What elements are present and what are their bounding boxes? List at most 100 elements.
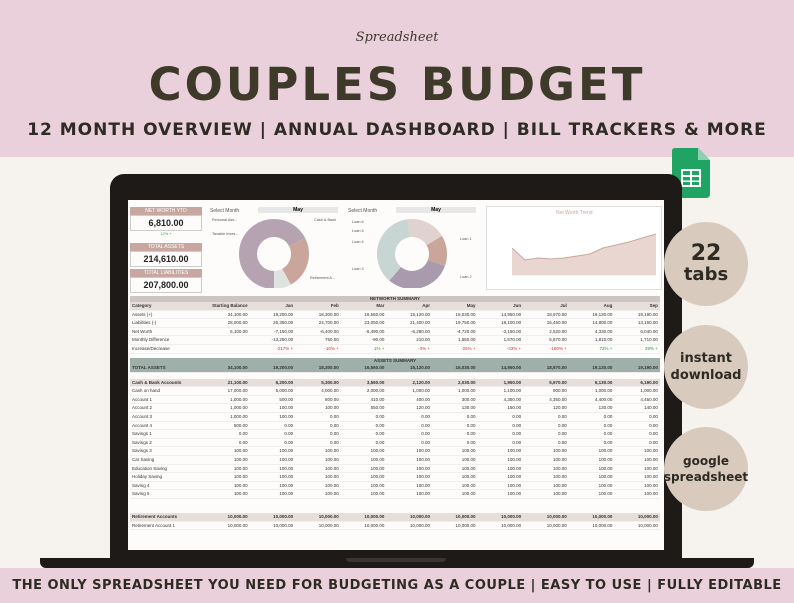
table-cell: 10,000.00 [409, 522, 430, 528]
table-cell: -13,250.00 [271, 337, 294, 343]
table-cell: 6,130.00 [594, 379, 613, 385]
table-cell: 0.00 [421, 439, 430, 445]
table-cell: 100.00 [370, 482, 385, 488]
table-cell: 2,520.00 [549, 328, 567, 334]
table-cell: 100.00 [279, 491, 294, 497]
table-row: Account 1 1,000.00 500.00 600.00 410.00 400.0… [130, 396, 660, 405]
table-row: Cash & Bank Accounts 21,100.00 6,200.00 5,3… [130, 378, 660, 388]
table-cell: 100.00 [598, 491, 613, 497]
table-cell: 100.00 [598, 474, 613, 480]
table-cell: 0.00 [375, 439, 385, 445]
table-cell: 100.00 [461, 448, 476, 454]
table-cell: 18,970.00 [546, 311, 567, 317]
table-cell: 2,000.00 [366, 388, 385, 394]
donut-label: Retirement A... [310, 276, 336, 280]
table-title: NETWORTH SUMMARY [130, 296, 660, 302]
table-cell: Saving 4 [132, 482, 150, 488]
table-cell: 100.00 [233, 456, 248, 462]
table-cell: 100.00 [507, 456, 522, 462]
table-cell: 18,100.00 [501, 320, 522, 326]
table-cell: 100.00 [325, 405, 339, 411]
table-cell: 100.00 [416, 448, 430, 454]
table-row: Net Worth 6,100.00 -7,150.00 -6,400.00 -6,49… [130, 328, 660, 337]
table-cell: 100.00 [279, 465, 294, 471]
table-cell: 14,950.00 [501, 365, 522, 370]
table-cell: Holiday Saving [132, 474, 163, 480]
table-cell: 0.00 [375, 413, 385, 419]
table-cell: 19,190.00 [637, 311, 658, 317]
table-cell: 0.00 [603, 431, 613, 437]
table-cell: 1,810.00 [594, 337, 613, 343]
column-header: Feb [330, 303, 339, 308]
table-cell: Education Saving [132, 465, 168, 471]
kpi-value: 6,810.00 [130, 215, 202, 231]
kpi-total-assets: TOTAL ASSETS 214,610.00 [130, 243, 202, 267]
table-cell: 500.00 [233, 422, 248, 428]
table-cell: 21,100.00 [227, 379, 248, 385]
table-cell: 10,000.00 [501, 522, 522, 528]
footer-banner [0, 568, 794, 603]
column-header: Jul [560, 303, 567, 308]
table-cell: 13,150.00 [637, 320, 658, 326]
page-title: COUPLES BUDGET [148, 58, 646, 111]
trend-title: Net Worth Trend [556, 210, 593, 216]
table-cell: 4,000.00 [321, 388, 339, 394]
table-cell: Assets (+) [132, 311, 153, 317]
table-cell: 72% + [599, 345, 613, 351]
table-row: Account 4 500.00 0.00 0.00 0.00 0.00 0.00 0.00 0… [130, 422, 660, 431]
table-row: Saving 5 100.00 100.00 100.00 100.00 100.00 10… [130, 490, 660, 499]
table-row: Car Saving 100.00 100.00 100.00 100.00 100.00… [130, 456, 660, 465]
donut-label: Taxable Inves... [212, 232, 239, 236]
table-row: Cash on hand 17,000.00 5,000.00 4,000.00 2,0… [130, 387, 660, 396]
month-select[interactable]: May [396, 207, 476, 213]
table-cell: -6,280.00 [410, 328, 430, 334]
table-cell: 0.00 [421, 431, 430, 437]
table-cell: 100.00 [507, 482, 522, 488]
table-cell: -10% + [324, 345, 339, 351]
table-cell: 18,970.00 [546, 365, 567, 370]
table-cell: 100.00 [325, 456, 339, 462]
footer-tagline: THE ONLY SPREADSHEET YOU NEED FOR BUDGET… [12, 578, 782, 593]
table-cell: 100.00 [233, 491, 248, 497]
laptop-notch [346, 558, 446, 562]
table-cell: 6,200.00 [275, 379, 294, 385]
table-cell: -6,490.00 [365, 328, 385, 334]
table-cell: 16,450.00 [546, 320, 567, 326]
table-row: Monthly Difference -13,250.00 750.00 -90.00… [130, 336, 660, 345]
table-cell: 210.00 [416, 337, 430, 343]
table-cell: 1% + [373, 345, 385, 351]
kpi-label: TOTAL LIABILITIES [130, 269, 202, 277]
table-cell: -3% + [418, 345, 430, 351]
table-cell: 10,000.00 [637, 513, 658, 519]
table-cell: 400.00 [416, 396, 430, 402]
table-cell: 0.00 [238, 431, 248, 437]
table-cell: 100.00 [507, 474, 522, 480]
table-row: Education Saving 100.00 100.00 100.00 100.00… [130, 465, 660, 474]
table-cell: 10,000.00 [227, 513, 248, 519]
table-row: Account 2 1,000.00 100.00 100.00 550.00 120.0… [130, 404, 660, 413]
table-cell: 4,400.00 [594, 396, 613, 402]
table-cell: 10,000.00 [637, 522, 658, 528]
badge-line: google [683, 454, 729, 468]
column-header: Category [132, 303, 152, 308]
table-cell: 34,100.00 [227, 311, 248, 317]
table-cell: 100.00 [279, 413, 294, 419]
table-cell: 100.00 [416, 474, 430, 480]
table-cell: 34,100.00 [227, 365, 248, 370]
table-cell: 28,000.00 [227, 320, 248, 326]
table-cell: Account 4 [132, 422, 153, 428]
month-select[interactable]: May [258, 207, 338, 213]
table-cell: 10,000.00 [592, 513, 613, 519]
table-cell: 0.00 [512, 413, 522, 419]
table-cell: 100.00 [416, 456, 430, 462]
table-cell: 15,120.00 [409, 365, 430, 370]
table-cell: 14,950.00 [501, 311, 522, 317]
table-cell: 10,000.00 [592, 522, 613, 528]
table-cell: 3,560.00 [366, 379, 385, 385]
table-cell: 0.00 [330, 422, 339, 428]
kpi-value: 207,800.00 [130, 277, 202, 293]
table-cell: -25% + [461, 345, 476, 351]
table-cell: 0.00 [284, 422, 294, 428]
table-cell: 4,350.00 [503, 396, 522, 402]
table-cell: 10,000.00 [455, 513, 476, 519]
